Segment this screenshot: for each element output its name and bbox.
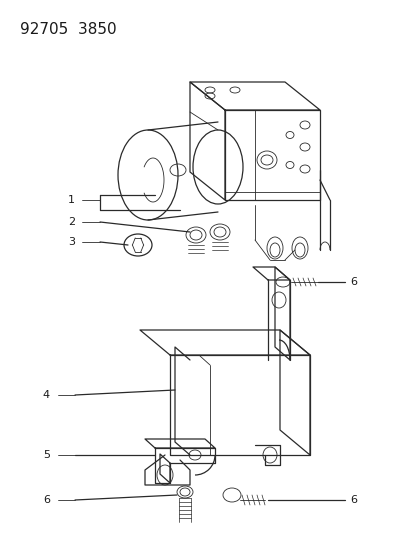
Text: 5: 5 [43,450,50,460]
Text: 4: 4 [43,390,50,400]
Text: 6: 6 [349,495,356,505]
Text: 2: 2 [68,217,75,227]
Text: 6: 6 [43,495,50,505]
Text: 3: 3 [68,237,75,247]
Text: 1: 1 [68,195,75,205]
Text: 6: 6 [349,277,356,287]
Text: 92705  3850: 92705 3850 [20,22,116,37]
